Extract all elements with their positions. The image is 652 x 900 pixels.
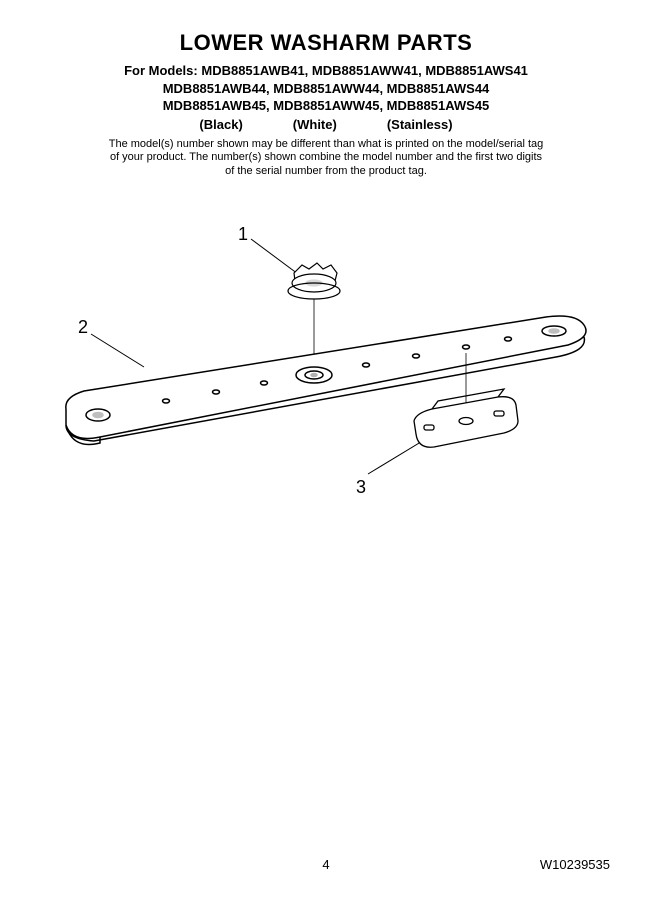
callout-2: 2 [78,317,88,338]
colors-line: (Black) (White) (Stainless) [0,117,652,132]
doc-number: W10239535 [540,857,610,872]
callout-3: 3 [356,477,366,498]
leader-2 [91,334,144,367]
models-line-2: MDB8851AWB44, MDB8851AWW44, MDB8851AWS44 [0,80,652,98]
models-line-3: MDB8851AWB45, MDB8851AWW45, MDB8851AWS45 [0,97,652,115]
models-block: For Models: MDB8851AWB41, MDB8851AWW41, … [0,62,652,115]
models-l1: MDB8851AWB41, MDB8851AWW41, MDB8851AWS41 [201,63,528,78]
disclaimer-text: The model(s) number shown may be differe… [106,138,546,179]
models-prefix: For Models: [124,63,198,78]
color-white: (White) [293,117,337,132]
page-title: LOWER WASHARM PARTS [0,30,652,56]
part-gear [288,263,340,299]
leader-1 [251,239,298,274]
diagram-area: 1 2 3 [36,199,616,699]
page-container: LOWER WASHARM PARTS For Models: MDB8851A… [0,0,652,900]
callout-1: 1 [238,224,248,245]
color-black: (Black) [199,117,242,132]
diagram-svg [36,199,616,699]
page-number: 4 [322,857,329,872]
color-stainless: (Stainless) [387,117,453,132]
models-line-1: For Models: MDB8851AWB41, MDB8851AWW41, … [0,62,652,80]
